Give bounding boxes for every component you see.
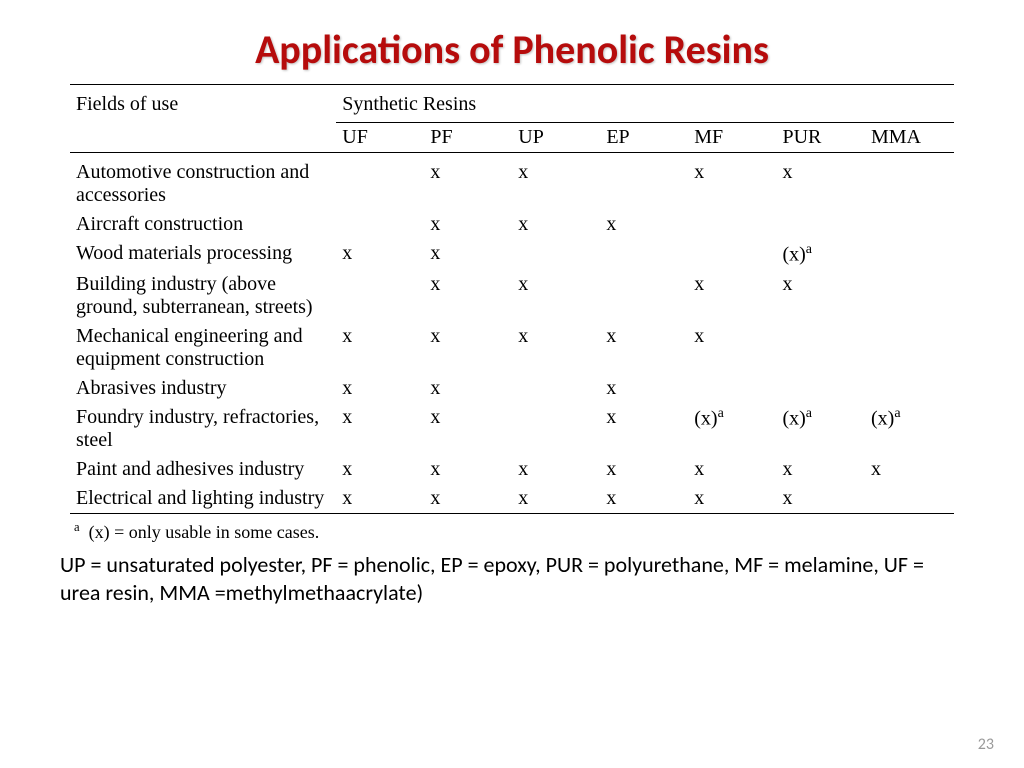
field-cell: Aircraft construction (70, 210, 336, 239)
resin-cell (865, 270, 954, 322)
table-row: Automotive construction and accessories x… (70, 153, 954, 211)
resin-cell: x (336, 484, 424, 514)
resin-header: UP (512, 123, 600, 153)
resin-cell (865, 210, 954, 239)
resin-cell (865, 239, 954, 270)
resin-cell (776, 210, 865, 239)
resin-cell (512, 403, 600, 455)
resin-cell (600, 270, 688, 322)
resin-cell: x (600, 374, 688, 403)
resin-cell: x (336, 455, 424, 484)
resin-cell (688, 374, 776, 403)
resin-cell: x (688, 153, 776, 211)
field-cell: Wood materials processing (70, 239, 336, 270)
resin-header: PF (424, 123, 512, 153)
resin-cell: x (688, 455, 776, 484)
field-cell: Foundry industry, refractories, steel (70, 403, 336, 455)
table-row: Foundry industry, refractories, steelxxx… (70, 403, 954, 455)
resin-cell: x (600, 403, 688, 455)
table-head: Fields of use Synthetic Resins UF PF UP … (70, 85, 954, 153)
table-row: Building industry (above ground, subterr… (70, 270, 954, 322)
resin-cell (865, 153, 954, 211)
resin-cell (600, 239, 688, 270)
field-cell: Automotive construction and accessories (70, 153, 336, 211)
resin-cell: x (336, 403, 424, 455)
resin-cell: x (424, 210, 512, 239)
table-row: Electrical and lighting industryxxxxxx (70, 484, 954, 514)
resin-cell (336, 270, 424, 322)
resin-cell: x (512, 484, 600, 514)
col-header-fields: Fields of use (70, 85, 336, 153)
resin-header: PUR (776, 123, 865, 153)
resin-cell: x (512, 270, 600, 322)
resin-cell: x (336, 239, 424, 270)
resin-cell (512, 374, 600, 403)
resin-cell: x (424, 270, 512, 322)
table-row: Wood materials processingxx(x)a (70, 239, 954, 270)
resin-cell (865, 484, 954, 514)
resin-cell: x (688, 484, 776, 514)
resin-header: MF (688, 123, 776, 153)
resin-cell: x (424, 455, 512, 484)
field-cell: Mechanical engineering and equipment con… (70, 322, 336, 374)
resin-cell: x (600, 455, 688, 484)
resin-cell: x (512, 455, 600, 484)
resin-cell: x (600, 322, 688, 374)
table-body: Automotive construction and accessoriesx… (70, 153, 954, 514)
resin-cell: x (424, 484, 512, 514)
resin-cell: (x)a (865, 403, 954, 455)
resin-cell: (x)a (776, 239, 865, 270)
resin-cell (776, 374, 865, 403)
col-header-resins: Synthetic Resins (336, 85, 954, 123)
resin-cell: x (600, 210, 688, 239)
field-cell: Paint and adhesives industry (70, 455, 336, 484)
resin-cell: x (688, 270, 776, 322)
resin-cell: x (776, 270, 865, 322)
resin-header: EP (600, 123, 688, 153)
table-row: Paint and adhesives industryxxxxxxx (70, 455, 954, 484)
resin-cell: x (424, 374, 512, 403)
applications-table: Fields of use Synthetic Resins UF PF UP … (70, 84, 954, 514)
applications-table-wrap: Fields of use Synthetic Resins UF PF UP … (70, 84, 954, 514)
resin-cell: x (512, 153, 600, 211)
resin-cell: x (776, 484, 865, 514)
resin-cell: x (512, 210, 600, 239)
resin-cell: x (336, 374, 424, 403)
resin-cell: x (336, 322, 424, 374)
resin-cell: x (512, 322, 600, 374)
resin-cell: x (865, 455, 954, 484)
resin-header: MMA (865, 123, 954, 153)
resin-cell (512, 239, 600, 270)
resin-cell (776, 322, 865, 374)
table-row: Abrasives industryxxx (70, 374, 954, 403)
table-footnote: a (x) = only usable in some cases. (74, 520, 950, 543)
resin-cell: x (424, 239, 512, 270)
resin-cell: x (424, 322, 512, 374)
resin-header: UF (336, 123, 424, 153)
page-number: 23 (978, 735, 994, 754)
slide-title: Applications of Phenolic Resins (60, 25, 964, 74)
resin-cell (688, 210, 776, 239)
field-cell: Electrical and lighting industry (70, 484, 336, 514)
resin-cell: (x)a (688, 403, 776, 455)
resin-cell: x (600, 484, 688, 514)
resin-cell (600, 153, 688, 211)
table-row: Aircraft constructionxxx (70, 210, 954, 239)
resin-cell: x (776, 455, 865, 484)
resin-cell: x (688, 322, 776, 374)
resin-cell: (x)a (776, 403, 865, 455)
table-row: Mechanical engineering and equipment con… (70, 322, 954, 374)
field-cell: Abrasives industry (70, 374, 336, 403)
resin-cell: x (424, 153, 512, 211)
slide: Applications of Phenolic Resins Fields o… (0, 0, 1024, 768)
field-cell: Building industry (above ground, subterr… (70, 270, 336, 322)
resin-cell: x (776, 153, 865, 211)
resin-cell (865, 322, 954, 374)
resin-cell (865, 374, 954, 403)
resin-cell (336, 153, 424, 211)
resin-cell: x (424, 403, 512, 455)
abbreviation-legend: UP = unsaturated polyester, PF = phenoli… (60, 551, 964, 608)
resin-cell (688, 239, 776, 270)
resin-cell (336, 210, 424, 239)
